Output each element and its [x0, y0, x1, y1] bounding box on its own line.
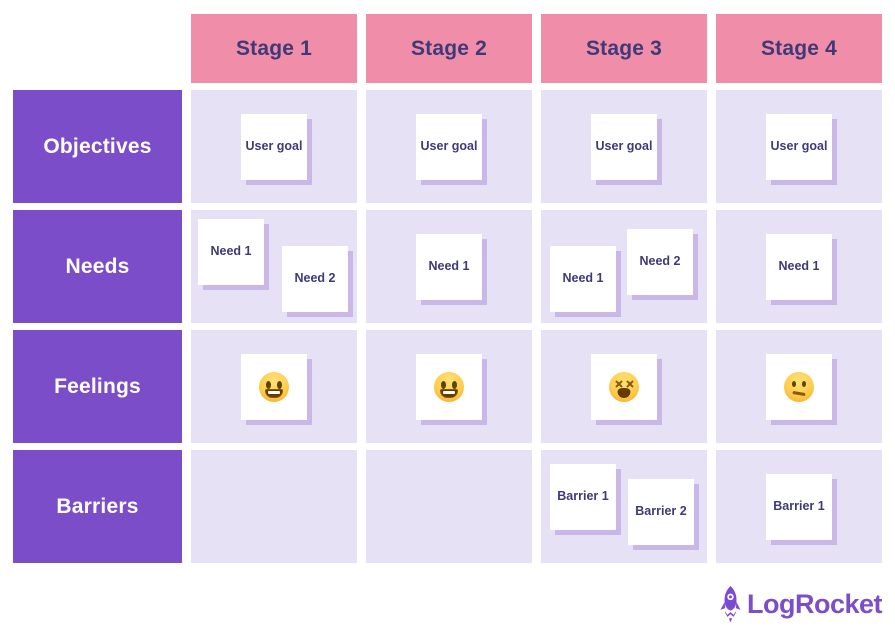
sticky-note[interactable] [591, 353, 657, 420]
cell-barriers-stage1 [191, 450, 357, 563]
sticky-note[interactable]: Need 1 [198, 219, 264, 285]
cell-objectives-stage2: User goal [366, 90, 532, 203]
journey-grid: Stage 1 Stage 2 Stage 3 Stage 4 Objectiv… [13, 14, 882, 563]
cell-objectives-stage1: User goal [191, 90, 357, 203]
sticky-note[interactable]: User goal [591, 113, 657, 180]
sticky-note[interactable]: Need 2 [627, 229, 693, 295]
sticky-note[interactable]: User goal [766, 113, 832, 180]
cell-needs-stage1: Need 1 Need 2 [191, 210, 357, 323]
logrocket-logo: LogRocket [718, 585, 883, 623]
row-header-needs: Needs [13, 210, 182, 323]
emoji-grinning-face-icon [434, 371, 464, 402]
sticky-note[interactable]: Need 1 [416, 233, 482, 300]
emoji-tired-face-icon [609, 371, 639, 402]
sticky-note-label: User goal [770, 138, 828, 153]
cell-needs-stage3: Need 1 Need 2 [541, 210, 707, 323]
sticky-note[interactable]: Need 2 [282, 246, 348, 312]
sticky-note[interactable]: User goal [241, 113, 307, 180]
cell-feelings-stage3 [541, 330, 707, 443]
sticky-note-label: Need 2 [294, 271, 336, 286]
feelings-label: Feelings [54, 374, 141, 398]
sticky-note-label: Need 1 [778, 258, 820, 273]
emoji-mouth [440, 388, 458, 398]
sticky-note-label: User goal [595, 138, 653, 153]
emoji-eye [441, 380, 446, 389]
cell-barriers-stage3: Barrier 1 Barrier 2 [541, 450, 707, 563]
emoji-eye [452, 380, 457, 389]
cell-feelings-stage2 [366, 330, 532, 443]
barriers-label: Barriers [56, 494, 139, 518]
column-header-stage-2: Stage 2 [366, 14, 532, 83]
column-header-stage-3: Stage 3 [541, 14, 707, 83]
sticky-note-label: Barrier 1 [773, 498, 825, 513]
sticky-note[interactable]: Barrier 1 [550, 464, 616, 530]
cell-objectives-stage3: User goal [541, 90, 707, 203]
objectives-label: Objectives [43, 134, 152, 158]
cell-needs-stage2: Need 1 [366, 210, 532, 323]
cell-feelings-stage4 [716, 330, 882, 443]
emoji-mouth [792, 390, 806, 396]
sticky-note-label: Need 2 [639, 254, 681, 269]
needs-label: Needs [65, 254, 130, 278]
cell-barriers-stage4: Barrier 1 [716, 450, 882, 563]
emoji-eye [277, 380, 282, 389]
row-header-barriers: Barriers [13, 450, 182, 563]
sticky-note[interactable] [766, 353, 832, 420]
emoji-mouth [617, 387, 631, 398]
sticky-note-label: Need 1 [210, 244, 252, 259]
sticky-note[interactable] [241, 353, 307, 420]
brand-name: LogRocket [746, 588, 883, 619]
cell-objectives-stage4: User goal [716, 90, 882, 203]
stage-4-label: Stage 4 [760, 36, 838, 60]
cell-feelings-stage1 [191, 330, 357, 443]
stage-1-label: Stage 1 [235, 36, 313, 60]
sticky-note[interactable]: User goal [416, 113, 482, 180]
sticky-note-label: Barrier 1 [557, 489, 609, 504]
column-header-stage-4: Stage 4 [716, 14, 882, 83]
stage-2-label: Stage 2 [410, 36, 488, 60]
sticky-note[interactable] [416, 353, 482, 420]
sticky-note[interactable]: Barrier 2 [628, 479, 694, 545]
cell-needs-stage4: Need 1 [716, 210, 882, 323]
emoji-eye [792, 380, 796, 387]
rocket-icon [720, 585, 741, 623]
cell-barriers-stage2 [366, 450, 532, 563]
sticky-note-label: User goal [245, 138, 303, 153]
row-header-feelings: Feelings [13, 330, 182, 443]
sticky-note[interactable]: Need 1 [550, 246, 616, 312]
emoji-grinning-face-icon [259, 371, 289, 402]
emoji-confused-face-icon [784, 371, 814, 402]
stage-3-label: Stage 3 [585, 36, 663, 60]
sticky-note-label: Barrier 2 [635, 504, 687, 519]
emoji-eye [802, 380, 806, 387]
sticky-note[interactable]: Need 1 [766, 233, 832, 300]
sticky-note-label: Need 1 [562, 271, 604, 286]
sticky-note-label: Need 1 [428, 258, 470, 273]
row-header-objectives: Objectives [13, 90, 182, 203]
grid-corner-spacer [13, 14, 182, 83]
sticky-note[interactable]: Barrier 1 [766, 473, 832, 540]
sticky-note-label: User goal [420, 138, 478, 153]
emoji-eye [266, 380, 271, 389]
column-header-stage-1: Stage 1 [191, 14, 357, 83]
emoji-mouth [265, 388, 283, 398]
